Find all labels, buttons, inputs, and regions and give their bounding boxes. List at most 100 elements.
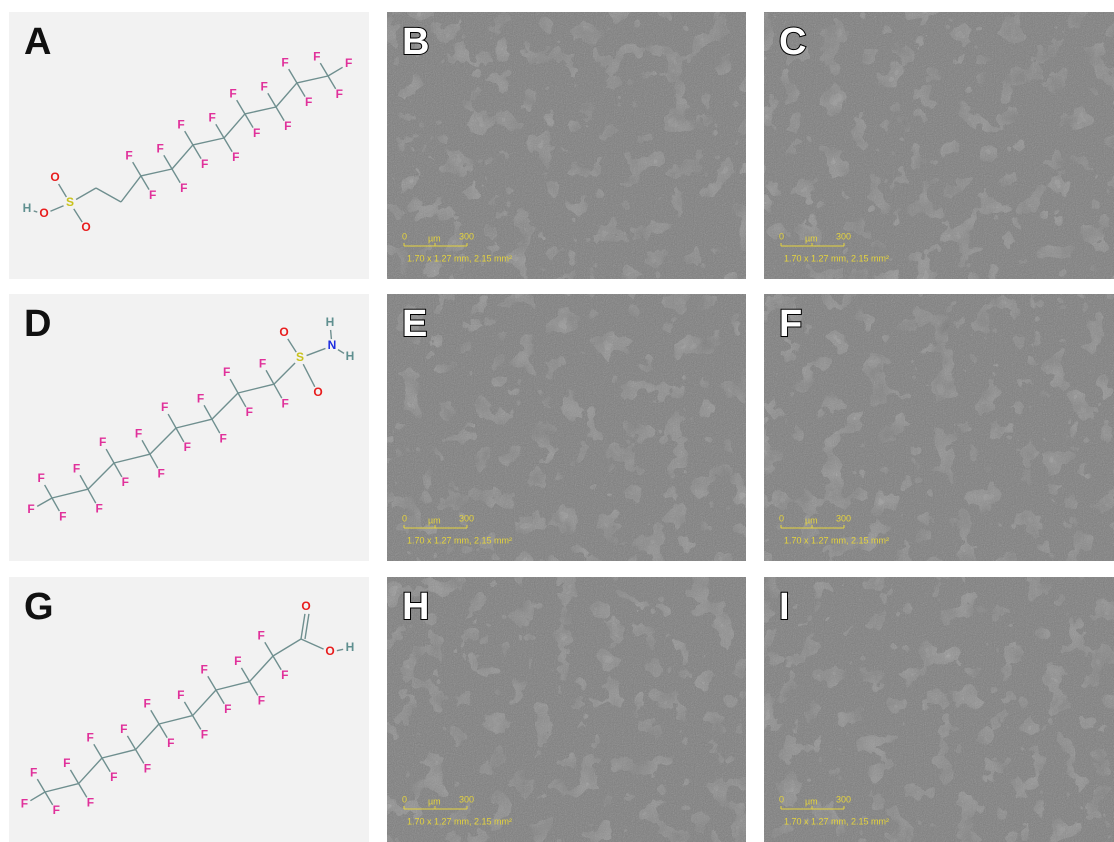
atom-label: F — [284, 119, 291, 133]
field-size: 1.70 x 1.27 mm, 2.15 mm² — [407, 253, 512, 263]
atom-label: F — [220, 431, 227, 445]
atom-label: F — [234, 654, 241, 668]
scale-start: 0 — [402, 231, 407, 241]
atom-label: F — [229, 86, 236, 100]
panel-label: D — [24, 303, 51, 345]
atom-label: H — [346, 640, 355, 654]
atom-label: F — [87, 730, 94, 744]
scale-start: 0 — [779, 231, 784, 241]
atom-label: F — [73, 461, 80, 475]
scale-unit: µm — [805, 233, 818, 243]
atom-label: F — [313, 49, 320, 63]
atom-label: F — [27, 502, 34, 516]
atom-label: F — [157, 141, 164, 155]
atom-label: F — [177, 117, 184, 131]
scale-end: 300 — [459, 513, 474, 523]
atom-label: N — [328, 338, 337, 352]
atom-label: O — [279, 325, 288, 339]
scale-unit: µm — [805, 515, 818, 525]
atom-label: H — [326, 315, 335, 329]
atom-label: F — [53, 803, 60, 817]
figure: FFFFFFFFFFFFFFFFFSOOOHAB0µm3001.70 x 1.2… — [0, 0, 1114, 842]
atom-label: F — [144, 762, 151, 776]
atom-label: F — [201, 728, 208, 742]
atom-label: F — [38, 471, 45, 485]
atom-label: F — [224, 702, 231, 716]
atom-label: F — [177, 688, 184, 702]
panel-label: A — [24, 21, 51, 63]
atom-label: F — [144, 696, 151, 710]
atom-label: F — [59, 509, 66, 523]
atom-label: S — [296, 350, 304, 364]
atom-label: S — [66, 195, 74, 209]
atom-label: F — [184, 440, 191, 454]
atom-label: F — [336, 87, 343, 101]
atom-label: F — [201, 157, 208, 171]
cell-clusters — [387, 577, 746, 842]
atom-label: O — [81, 220, 90, 234]
scale-end: 300 — [836, 513, 851, 523]
scale-end: 300 — [459, 794, 474, 804]
atom-label: F — [99, 435, 106, 449]
scale-unit: µm — [428, 233, 441, 243]
atom-label: F — [232, 150, 239, 164]
atom-label: F — [125, 148, 132, 162]
atom-label: F — [281, 55, 288, 69]
cell-clusters — [387, 12, 746, 279]
panel: I0µm3001.70 x 1.27 mm, 2.15 mm² — [764, 577, 1114, 842]
atom-label: F — [135, 426, 142, 440]
panel-label: F — [779, 303, 802, 345]
field-size: 1.70 x 1.27 mm, 2.15 mm² — [407, 816, 512, 826]
atom-label: F — [261, 79, 268, 93]
cell-clusters — [387, 294, 746, 561]
field-size: 1.70 x 1.27 mm, 2.15 mm² — [407, 535, 512, 545]
atom-label: F — [282, 396, 289, 410]
atom-label: F — [96, 501, 103, 515]
atom-label: F — [345, 56, 352, 70]
scale-unit: µm — [428, 515, 441, 525]
atom-label: F — [122, 475, 129, 489]
panel: FFFFFFFFFFFFFFFFFFFOOHG — [9, 577, 369, 842]
atom-label: O — [313, 385, 322, 399]
field-size: 1.70 x 1.27 mm, 2.15 mm² — [784, 535, 889, 545]
scale-start: 0 — [402, 794, 407, 804]
atom-label: F — [246, 405, 253, 419]
atom-label: F — [253, 126, 260, 140]
panel-label: E — [402, 303, 427, 345]
scale-end: 300 — [836, 794, 851, 804]
scale-start: 0 — [402, 513, 407, 523]
field-size: 1.70 x 1.27 mm, 2.15 mm² — [784, 253, 889, 263]
scale-unit: µm — [805, 796, 818, 806]
atom-label: F — [167, 736, 174, 750]
atom-label: F — [63, 756, 70, 770]
atom-label: O — [39, 206, 48, 220]
atom-label: F — [158, 466, 165, 480]
atom-label: F — [110, 770, 117, 784]
panel-label: I — [779, 586, 790, 628]
atom-label: F — [223, 365, 230, 379]
atom-label: F — [258, 694, 265, 708]
panel: FFFFFFFFFFFFFFFFFSOOOHA — [9, 12, 369, 279]
atom-label: F — [305, 95, 312, 109]
atom-label: H — [23, 201, 32, 215]
atom-label: F — [180, 181, 187, 195]
panel-label: G — [24, 586, 54, 628]
panel-label: B — [402, 21, 429, 63]
scale-start: 0 — [779, 794, 784, 804]
atom-label: O — [50, 170, 59, 184]
atom-label: O — [325, 644, 334, 658]
atom-label: F — [259, 356, 266, 370]
atom-label: F — [209, 110, 216, 124]
atom-label: F — [120, 722, 127, 736]
scale-unit: µm — [428, 796, 441, 806]
atom-label: F — [87, 796, 94, 810]
atom-label: F — [161, 400, 168, 414]
atom-label: F — [281, 668, 288, 682]
atom-label: F — [258, 628, 265, 642]
atom-label: F — [201, 662, 208, 676]
panel: H0µm3001.70 x 1.27 mm, 2.15 mm² — [387, 577, 746, 842]
scale-end: 300 — [836, 231, 851, 241]
